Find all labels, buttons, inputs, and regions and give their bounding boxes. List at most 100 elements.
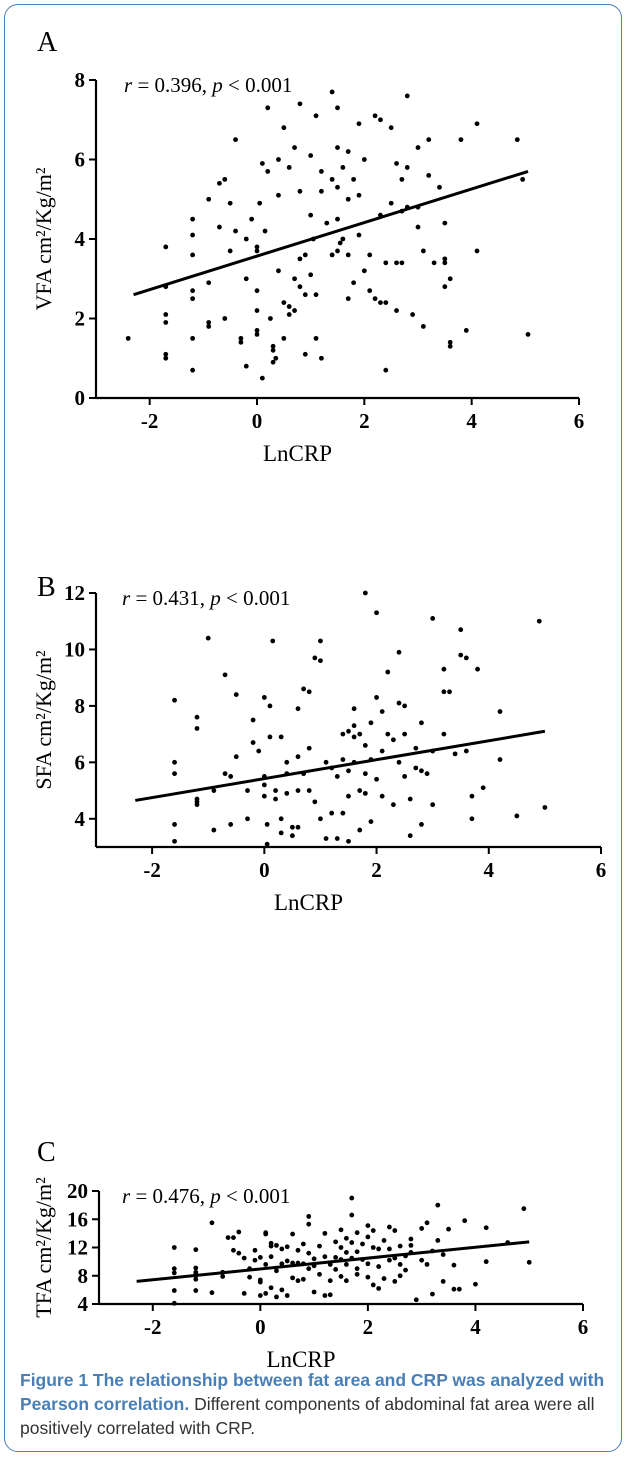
data-point <box>259 161 265 166</box>
data-point <box>343 1262 349 1267</box>
data-point <box>374 776 379 782</box>
data-point <box>351 759 357 765</box>
y-axis-label: TFA cm²/Kg/m² <box>31 1177 56 1318</box>
data-point <box>243 363 249 369</box>
data-point <box>263 1231 269 1237</box>
data-point <box>222 771 228 777</box>
x-tick-label: 4 <box>470 1315 481 1339</box>
data-point <box>447 276 453 282</box>
data-point <box>431 260 437 266</box>
data-point <box>346 768 351 774</box>
data-point <box>349 1255 355 1261</box>
data-point <box>250 740 256 745</box>
data-point <box>505 1240 511 1245</box>
y-axis-label: SFA cm²/Kg/m² <box>31 650 56 790</box>
regression-line <box>136 1240 530 1283</box>
panel-label: A <box>37 27 58 58</box>
data-point <box>329 252 335 258</box>
data-point <box>397 1262 403 1267</box>
data-point <box>404 165 410 170</box>
data-point <box>261 793 267 799</box>
data-point <box>360 1257 365 1262</box>
data-point <box>238 335 244 341</box>
data-point <box>276 157 281 162</box>
data-point <box>378 300 383 305</box>
x-tick-label: -2 <box>141 409 159 433</box>
y-tick-label: 4 <box>75 227 86 251</box>
data-point <box>338 1257 344 1262</box>
data-point <box>190 335 196 341</box>
data-point <box>163 244 169 250</box>
data-point <box>340 731 346 737</box>
data-point <box>385 669 391 675</box>
data-point <box>300 1241 306 1247</box>
data-point <box>206 324 212 329</box>
data-point <box>301 686 307 692</box>
data-point <box>354 1266 360 1272</box>
data-point <box>387 1246 392 1252</box>
data-point <box>419 822 424 827</box>
data-point <box>172 771 177 777</box>
correlation-annotation: r = 0.431, p < 0.001 <box>122 586 290 610</box>
data-point <box>318 816 323 822</box>
data-point <box>430 616 436 621</box>
data-point <box>267 703 273 709</box>
data-point <box>463 328 469 333</box>
data-point <box>295 1278 301 1284</box>
data-point <box>394 260 399 266</box>
data-point <box>334 774 340 779</box>
x-tick-label: 2 <box>359 409 370 433</box>
data-point <box>297 101 303 107</box>
data-point <box>430 1248 435 1254</box>
data-point <box>284 1258 290 1264</box>
data-point <box>399 176 405 182</box>
figure-svg: A 0 2 4 6 8 -2 0 2 4 6 LnCRP VFA cm²/Kg/m² r = 0.396,… <box>31 27 606 1372</box>
data-point <box>333 1239 339 1245</box>
data-point <box>473 1281 478 1287</box>
data-point <box>390 802 396 808</box>
data-point <box>403 1253 408 1259</box>
data-point <box>261 782 267 788</box>
data-point <box>308 212 314 218</box>
x-tick-label: -2 <box>143 858 161 882</box>
data-point <box>413 765 419 771</box>
data-point <box>264 841 270 847</box>
data-point <box>413 745 419 751</box>
y-tick-label: 20 <box>67 1179 88 1203</box>
data-point <box>289 824 295 830</box>
data-point <box>475 666 480 672</box>
data-point <box>265 105 271 111</box>
data-point <box>194 714 200 720</box>
data-point <box>365 1223 371 1229</box>
data-point <box>402 703 408 709</box>
data-point <box>399 260 405 266</box>
data-point <box>270 638 276 644</box>
data-point <box>247 1266 252 1272</box>
data-point <box>407 833 413 839</box>
data-point <box>424 1262 430 1267</box>
data-point <box>419 1257 425 1263</box>
data-point <box>263 1291 269 1296</box>
data-point <box>281 335 287 341</box>
data-point <box>171 1245 177 1250</box>
data-point <box>172 838 177 844</box>
data-point <box>302 351 308 357</box>
data-point <box>243 276 249 282</box>
data-point <box>392 1255 398 1261</box>
data-point <box>335 248 340 254</box>
data-point <box>435 1238 441 1243</box>
data-point <box>270 347 276 353</box>
figure-caption: Figure 1 The relationship between fat ar… <box>20 1368 610 1440</box>
data-point <box>312 799 318 805</box>
data-point <box>365 1234 371 1240</box>
data-point <box>340 810 346 816</box>
data-point <box>458 137 464 143</box>
data-point <box>379 793 385 799</box>
data-point <box>424 771 430 777</box>
data-point <box>365 1274 371 1280</box>
data-point <box>349 1212 355 1218</box>
data-point <box>345 196 351 202</box>
data-point <box>497 757 503 762</box>
data-point <box>233 137 238 143</box>
data-point <box>268 1254 274 1260</box>
